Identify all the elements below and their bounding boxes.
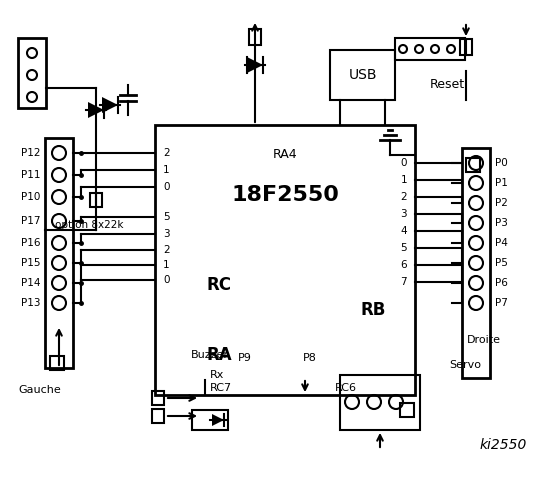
Text: RC6: RC6	[335, 383, 357, 393]
Bar	[395, 38, 465, 60]
Text: 1: 1	[163, 165, 170, 175]
Text: ki2550: ki2550	[480, 438, 528, 452]
Bar	[192, 410, 228, 430]
Text: 0: 0	[163, 182, 170, 192]
Bar	[152, 409, 164, 423]
Text: 0: 0	[163, 275, 170, 285]
Text: P10: P10	[20, 192, 40, 202]
Polygon shape	[247, 57, 263, 73]
Text: USB: USB	[348, 68, 377, 82]
Bar	[152, 391, 164, 405]
Text: P14: P14	[20, 278, 40, 288]
Text: P3: P3	[495, 218, 508, 228]
Text: Buzzer: Buzzer	[191, 350, 229, 360]
Bar	[45, 138, 73, 368]
Text: 5: 5	[163, 212, 170, 222]
Text: RA: RA	[207, 346, 233, 364]
Text: 4: 4	[400, 226, 407, 236]
Text: P5: P5	[495, 258, 508, 268]
Text: P2: P2	[495, 198, 508, 208]
Text: 6: 6	[400, 260, 407, 270]
Text: 3: 3	[400, 209, 407, 219]
Text: 3: 3	[163, 229, 170, 239]
Text: RA4: RA4	[273, 148, 298, 161]
Text: 0: 0	[400, 158, 407, 168]
Bar	[90, 193, 102, 207]
Text: P13: P13	[20, 298, 40, 308]
Bar	[340, 375, 420, 430]
Text: 2: 2	[163, 148, 170, 158]
Text: RC: RC	[207, 276, 232, 294]
Polygon shape	[212, 414, 224, 426]
Text: RC7: RC7	[210, 383, 232, 393]
Polygon shape	[102, 97, 118, 113]
Text: Rx: Rx	[210, 370, 225, 380]
Text: P0: P0	[495, 158, 508, 168]
Bar	[249, 29, 261, 45]
Bar	[400, 403, 414, 417]
Text: 18F2550: 18F2550	[231, 185, 339, 205]
Text: P12: P12	[20, 148, 40, 158]
Text: 5: 5	[400, 243, 407, 253]
Bar	[330, 50, 395, 100]
Text: 2: 2	[400, 192, 407, 202]
Text: option 8x22k: option 8x22k	[55, 220, 123, 230]
Bar	[462, 148, 490, 378]
Text: Gauche: Gauche	[19, 385, 61, 395]
Text: P9: P9	[238, 353, 252, 363]
Text: 1: 1	[400, 175, 407, 185]
Text: RB: RB	[360, 301, 385, 319]
Text: P8: P8	[303, 353, 317, 363]
Text: P6: P6	[495, 278, 508, 288]
Polygon shape	[88, 102, 104, 118]
Text: P17: P17	[20, 216, 40, 226]
Text: P15: P15	[20, 258, 40, 268]
Text: Droite: Droite	[467, 335, 501, 345]
Bar	[155, 125, 415, 395]
Text: 1: 1	[163, 260, 170, 270]
Text: Servo: Servo	[449, 360, 481, 370]
Text: 2: 2	[163, 245, 170, 255]
Text: P1: P1	[495, 178, 508, 188]
Text: 7: 7	[400, 277, 407, 287]
Bar	[466, 158, 480, 172]
Text: Reset: Reset	[430, 79, 465, 92]
Bar	[50, 356, 64, 370]
Text: P4: P4	[495, 238, 508, 248]
Bar	[18, 38, 46, 108]
Bar	[460, 39, 472, 55]
Text: P11: P11	[20, 170, 40, 180]
Text: P7: P7	[495, 298, 508, 308]
Text: P16: P16	[20, 238, 40, 248]
